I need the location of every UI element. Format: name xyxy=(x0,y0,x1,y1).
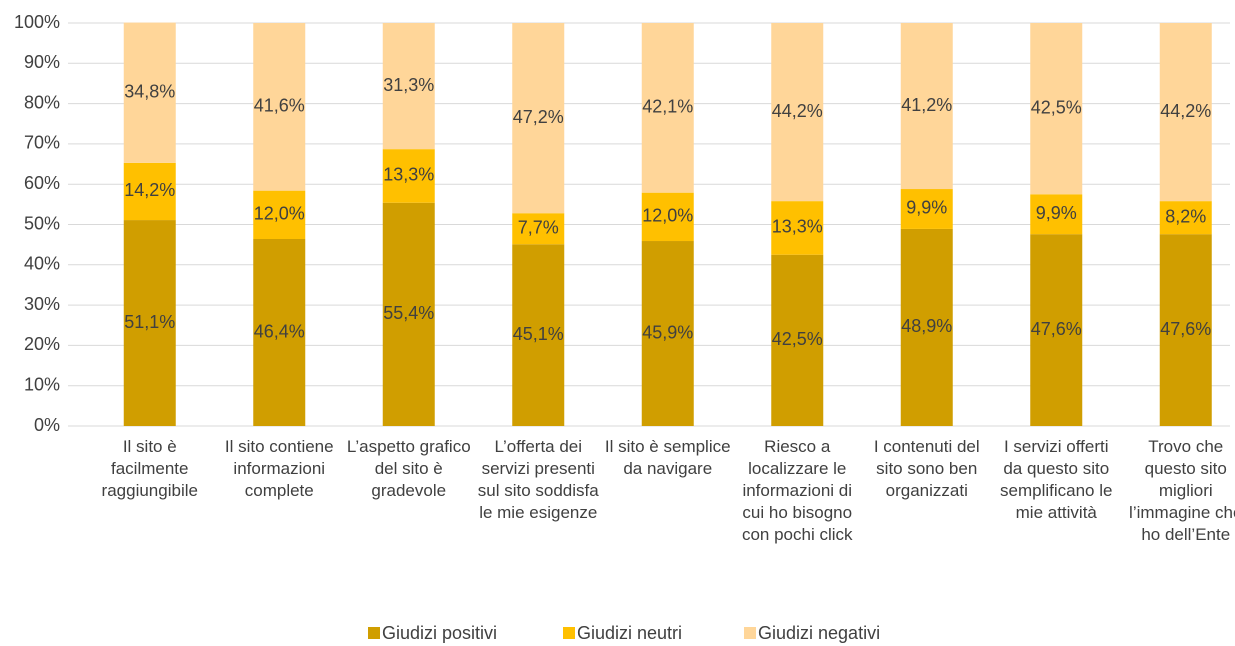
x-label-box: L’aspetto grafico del sito è gradevole xyxy=(346,437,471,500)
value-label: 13,3% xyxy=(383,165,434,185)
bar-segment xyxy=(771,201,824,255)
bar-segment xyxy=(512,213,565,245)
bar-segment xyxy=(1030,23,1083,195)
bar-segment xyxy=(1159,201,1212,235)
y-tick-label: 90% xyxy=(24,52,60,72)
y-tick-label: 10% xyxy=(24,374,60,394)
y-tick-label: 30% xyxy=(24,294,60,314)
value-label: 41,2% xyxy=(901,95,952,115)
bar-segment xyxy=(900,189,953,229)
bar-segment xyxy=(512,23,565,214)
value-label: 12,0% xyxy=(642,206,693,226)
bar-segment xyxy=(123,162,176,221)
x-label-box: I servizi offerti da questo sito semplif… xyxy=(1000,437,1113,522)
bar-segment xyxy=(1030,194,1083,235)
x-label-box: Riesco a localizzare le informazioni di … xyxy=(741,437,853,544)
bar-segment xyxy=(1159,234,1212,426)
bar-segment xyxy=(641,192,694,242)
value-label: 14,2% xyxy=(124,180,175,200)
x-tick-label: Il sito contiene informazioni complete xyxy=(224,437,334,500)
x-tick-label: L’offerta dei servizi presenti sul sito … xyxy=(477,437,599,522)
value-label: 13,3% xyxy=(772,217,823,237)
x-tick-label: L’aspetto grafico del sito è gradevole xyxy=(346,437,471,500)
value-label: 8,2% xyxy=(1165,206,1206,226)
bar-segment xyxy=(900,228,953,426)
x-tick-label: Riesco a localizzare le informazioni di … xyxy=(741,437,853,544)
bar-segment xyxy=(253,23,306,191)
value-label: 47,2% xyxy=(513,107,564,127)
x-tick-label: Trovo che questo sito migliori l’immagin… xyxy=(1129,437,1235,544)
value-label: 51,1% xyxy=(124,312,175,332)
value-label: 48,9% xyxy=(901,316,952,336)
bar-segment xyxy=(771,254,824,426)
value-label: 42,5% xyxy=(1031,97,1082,117)
legend-label: Giudizi neutri xyxy=(577,623,682,643)
x-tick-label: Il sito è semplice da navigare xyxy=(604,437,731,478)
value-label: 46,4% xyxy=(254,321,305,341)
legend-label: Giudizi negativi xyxy=(758,623,880,643)
legend-swatch xyxy=(563,627,575,639)
y-tick-label: 50% xyxy=(24,213,60,233)
value-label: 42,1% xyxy=(642,97,693,117)
x-tick-label: Il sito è facilmente raggiungibile xyxy=(101,437,198,500)
y-tick-label: 80% xyxy=(24,92,60,112)
bar-segment xyxy=(771,23,824,202)
x-label-box: Il sito contiene informazioni complete xyxy=(224,437,334,500)
value-label: 45,1% xyxy=(513,324,564,344)
value-label: 45,9% xyxy=(642,322,693,342)
legend-swatch xyxy=(368,627,380,639)
bar-segment xyxy=(641,23,694,193)
legend-swatch xyxy=(744,627,756,639)
bar-segment xyxy=(512,244,565,426)
y-tick-label: 40% xyxy=(24,254,60,274)
value-label: 12,0% xyxy=(254,204,305,224)
legend-label: Giudizi positivi xyxy=(382,623,497,643)
bar-segment xyxy=(382,149,435,203)
value-label: 55,4% xyxy=(383,303,434,323)
bar-segment xyxy=(641,241,694,426)
value-label: 42,5% xyxy=(772,329,823,349)
value-label: 41,6% xyxy=(254,96,305,116)
value-label: 7,7% xyxy=(518,217,559,237)
x-tick-label: I contenuti del sito sono ben organizzat… xyxy=(873,437,980,500)
x-label-box: Il sito è semplice da navigare xyxy=(604,437,731,478)
bar-segment xyxy=(253,190,306,240)
y-tick-label: 0% xyxy=(34,415,60,435)
bar-segment xyxy=(123,22,176,163)
value-label: 44,2% xyxy=(772,101,823,121)
y-tick-label: 100% xyxy=(14,12,60,32)
value-label: 47,6% xyxy=(1160,319,1211,339)
y-tick-label: 60% xyxy=(24,173,60,193)
bar-segment xyxy=(900,23,953,190)
value-label: 9,9% xyxy=(1036,203,1077,223)
x-label-box: Trovo che questo sito migliori l’immagin… xyxy=(1129,437,1235,544)
bar-segment xyxy=(382,23,435,150)
x-label-box: I contenuti del sito sono ben organizzat… xyxy=(873,437,980,500)
bar-segment xyxy=(382,202,435,426)
y-tick-label: 20% xyxy=(24,334,60,354)
value-label: 44,2% xyxy=(1160,101,1211,121)
x-label-box: L’offerta dei servizi presenti sul sito … xyxy=(477,437,599,522)
bar-segment xyxy=(1159,23,1212,202)
value-label: 47,6% xyxy=(1031,319,1082,339)
y-tick-label: 70% xyxy=(24,133,60,153)
value-label: 9,9% xyxy=(906,198,947,218)
x-tick-label: I servizi offerti da questo sito semplif… xyxy=(1000,437,1113,522)
bar-segment xyxy=(253,239,306,426)
bar-segment xyxy=(1030,234,1083,426)
value-label: 34,8% xyxy=(124,81,175,101)
bar-segment xyxy=(123,220,176,426)
x-label-box: Il sito è facilmente raggiungibile xyxy=(101,437,198,500)
value-label: 31,3% xyxy=(383,75,434,95)
